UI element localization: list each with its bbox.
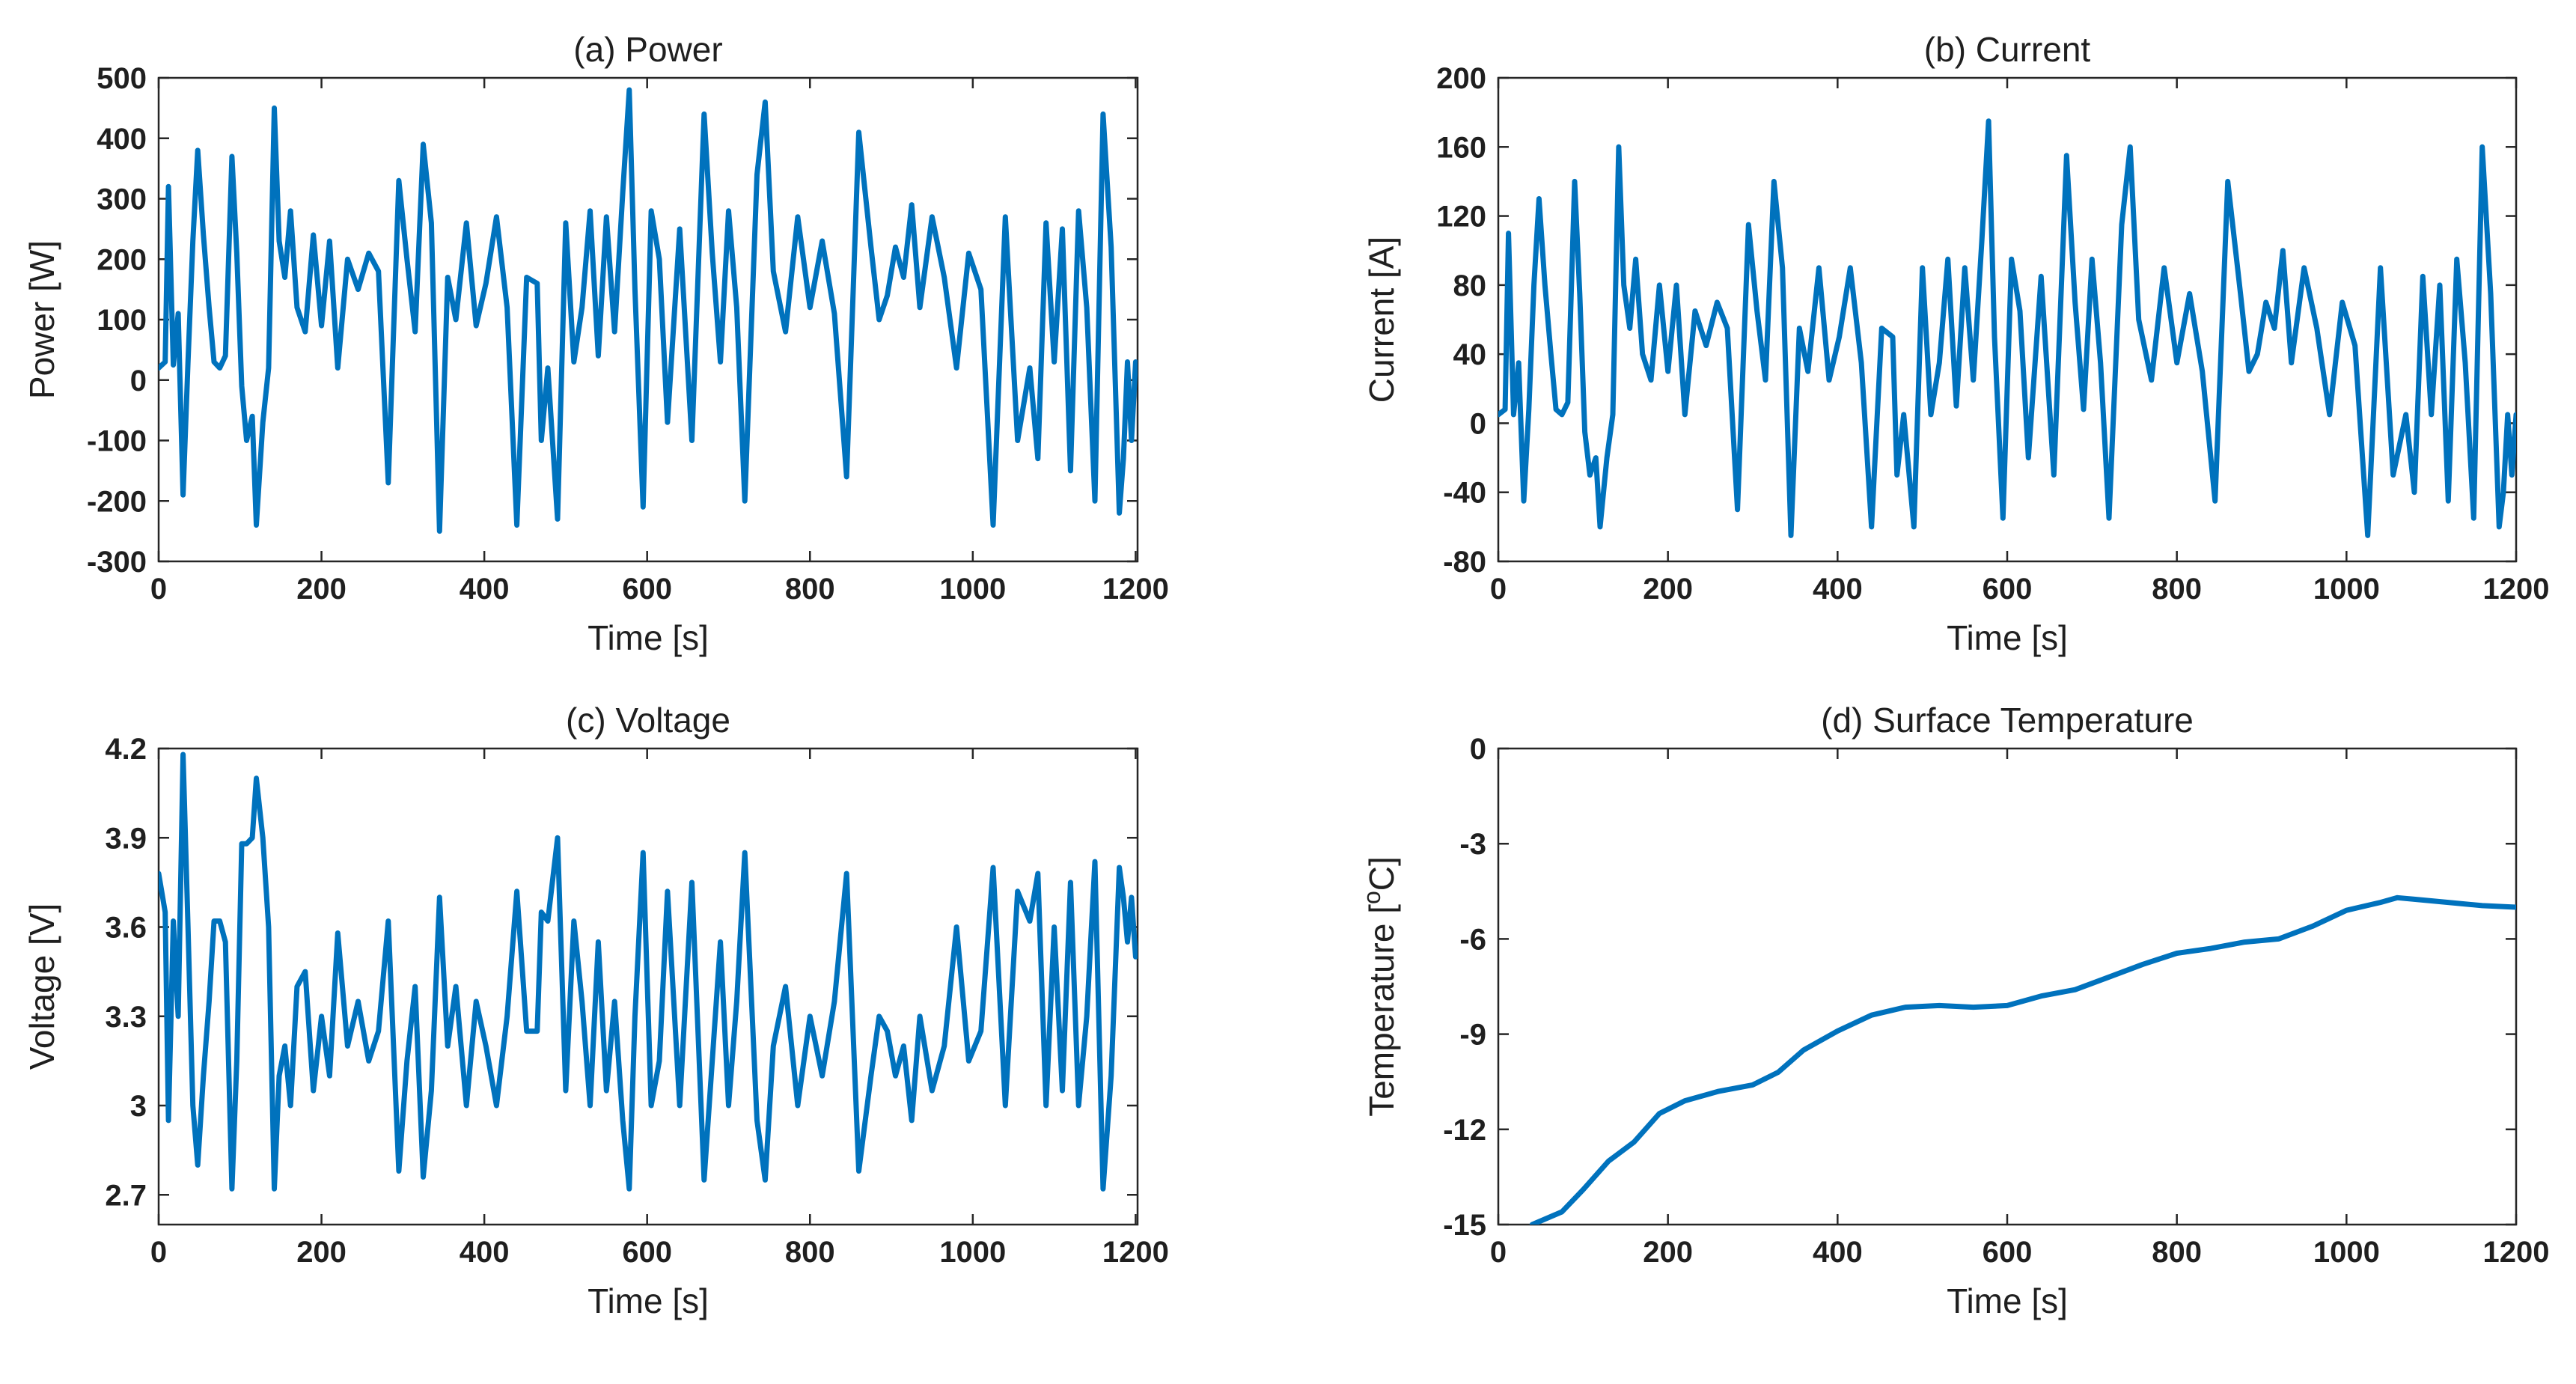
chart-3-ylabel-superscript: o xyxy=(1358,891,1385,904)
chart-3-axes-box xyxy=(1497,747,2518,1226)
chart-0-ytick-label-500: 500 xyxy=(97,62,147,95)
chart-0-ytick-label-400: 400 xyxy=(97,123,147,156)
chart-1-ytick-label-neg80: -80 xyxy=(1443,546,1486,579)
chart-3-ytick-label-neg15: -15 xyxy=(1443,1209,1486,1242)
chart-3-ylabel-main: Temperature [ xyxy=(1362,904,1401,1117)
panel-power: 0 200 400 600 800 1000 1200 -300 -200 -100 0 100 200… xyxy=(22,30,1169,657)
chart-1-ytick-label-40: 40 xyxy=(1453,338,1487,371)
chart-2-xtick-label-200: 200 xyxy=(296,1236,347,1269)
chart-2-series-0-line xyxy=(159,752,1138,1192)
chart-3-xtick-label-400: 400 xyxy=(1813,1236,1863,1269)
panel-current: 0 200 400 600 800 1000 1200 -80 -40 0 40 80 120 160 20… xyxy=(1362,30,2549,657)
chart-2-title: (c) Voltage xyxy=(566,701,730,740)
chart-1-title: (b) Current xyxy=(1924,30,2091,69)
chart-1-xtick-label-200: 200 xyxy=(1643,573,1693,606)
chart-3-xtick-label-0: 0 xyxy=(1490,1236,1507,1269)
chart-0-ytick-label-neg200: -200 xyxy=(87,485,147,518)
chart-3-xtick-label-1000: 1000 xyxy=(2313,1236,2380,1269)
chart-2-xtick-label-400: 400 xyxy=(460,1236,510,1269)
chart-1-xtick-label-400: 400 xyxy=(1813,573,1863,606)
chart-1-series-0-line xyxy=(1498,118,2516,538)
chart-2-xtick-label-0: 0 xyxy=(150,1236,167,1269)
chart-0-xtick-label-400: 400 xyxy=(460,573,510,606)
chart-2-ytick-label-3: 3 xyxy=(130,1090,147,1123)
chart-1-ytick-label-160: 160 xyxy=(1436,131,1486,164)
chart-2-xtick-label-800: 800 xyxy=(785,1236,835,1269)
chart-0-ytick-label-neg300: -300 xyxy=(87,546,147,579)
chart-2-ylabel: Voltage [V] xyxy=(22,903,61,1070)
chart-3-xtick-label-1200: 1200 xyxy=(2483,1236,2550,1269)
chart-0-ytick-label-0: 0 xyxy=(130,365,147,397)
chart-3-ylabel-end: C] xyxy=(1362,856,1401,891)
chart-1-xtick-label-800: 800 xyxy=(2152,573,2202,606)
chart-0-ytick-label-neg100: -100 xyxy=(87,425,147,458)
chart-3-xlabel: Time [s] xyxy=(1947,1281,2068,1320)
chart-0-xtick-label-600: 600 xyxy=(622,573,672,606)
chart-2-axes-box xyxy=(157,747,1139,1226)
chart-0-xtick-label-1200: 1200 xyxy=(1102,573,1169,606)
chart-0-ytick-label-100: 100 xyxy=(97,304,147,337)
chart-0-title: (a) Power xyxy=(573,30,722,69)
chart-3-ytick-label-neg9: -9 xyxy=(1459,1019,1486,1052)
chart-2-xtick-label-600: 600 xyxy=(622,1236,672,1269)
chart-0-xtick-label-200: 200 xyxy=(296,573,347,606)
chart-3-ytick-label-neg12: -12 xyxy=(1443,1114,1486,1147)
chart-2-xtick-label-1000: 1000 xyxy=(939,1236,1006,1269)
chart-3-xtick-label-800: 800 xyxy=(2152,1236,2202,1269)
chart-2-ytick-label-3p6: 3.6 xyxy=(105,912,147,945)
chart-3-xtick-label-600: 600 xyxy=(1983,1236,2033,1269)
chart-2-ytick-label-2p7: 2.7 xyxy=(105,1179,147,1212)
chart-0-xtick-label-800: 800 xyxy=(785,573,835,606)
chart-0-xlabel: Time [s] xyxy=(587,618,709,657)
chart-0-xtick-label-1000: 1000 xyxy=(939,573,1006,606)
chart-1-xtick-label-1000: 1000 xyxy=(2313,573,2380,606)
chart-1-ylabel: Current [A] xyxy=(1362,237,1401,403)
chart-2-ytick-label-3p9: 3.9 xyxy=(105,822,147,855)
chart-3-ytick-label-neg6: -6 xyxy=(1459,923,1486,956)
chart-0-ylabel: Power [W] xyxy=(22,240,61,399)
chart-1-xtick-label-1200: 1200 xyxy=(2483,573,2550,606)
chart-3-xtick-label-200: 200 xyxy=(1643,1236,1693,1269)
chart-1-ytick-label-neg40: -40 xyxy=(1443,477,1486,510)
chart-3-title: (d) Surface Temperature xyxy=(1821,701,2194,740)
chart-2-ytick-label-4p2: 4.2 xyxy=(105,733,147,766)
chart-2-xlabel: Time [s] xyxy=(587,1281,709,1320)
chart-0-ytick-label-200: 200 xyxy=(97,243,147,276)
chart-1-xlabel: Time [s] xyxy=(1947,618,2068,657)
chart-3-ylabel: Temperature [oC] xyxy=(1358,856,1401,1117)
chart-2-ytick-label-3p3: 3.3 xyxy=(105,1001,147,1034)
panel-surface-temperature: 0 200 400 600 800 1000 1200 -15 -12 -9 -6 -3 0 (d) Su… xyxy=(1358,701,2549,1320)
panel-voltage: 0 200 400 600 800 1000 1200 2.7 3 3.3 3.6 3.9 4.2 (c)… xyxy=(22,701,1169,1320)
chart-3-series-0-line xyxy=(1529,894,2516,1225)
chart-3-ytick-label-0: 0 xyxy=(1470,733,1486,766)
chart-0-ytick-label-300: 300 xyxy=(97,183,147,216)
chart-1-ytick-label-80: 80 xyxy=(1453,269,1487,302)
chart-1-ytick-label-200: 200 xyxy=(1436,62,1486,95)
chart-3-ytick-label-neg3: -3 xyxy=(1459,828,1486,861)
chart-1-xtick-label-0: 0 xyxy=(1490,573,1507,606)
chart-0-xtick-label-0: 0 xyxy=(150,573,167,606)
chart-1-ytick-label-0: 0 xyxy=(1470,407,1486,440)
chart-2-xtick-label-1200: 1200 xyxy=(1102,1236,1169,1269)
chart-1-xtick-label-600: 600 xyxy=(1983,573,2033,606)
chart-1-ytick-label-120: 120 xyxy=(1436,201,1486,234)
chart-0-series-0-line xyxy=(159,87,1138,534)
